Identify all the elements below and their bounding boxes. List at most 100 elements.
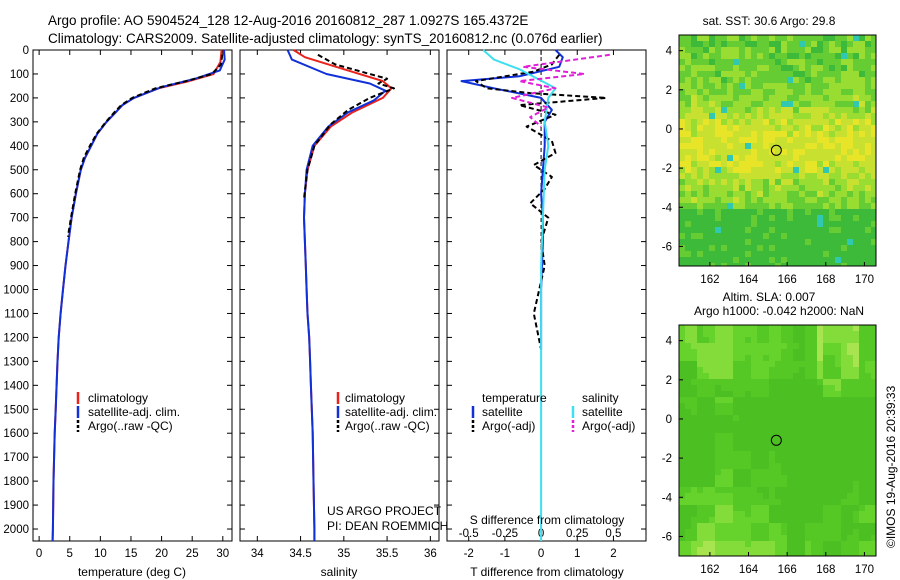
heatmap-cell [781,119,787,125]
heatmap-cell [709,517,715,523]
heatmap-cell [751,553,757,556]
depth-tick-label: 700 [10,213,29,225]
heatmap-cell [811,113,817,119]
heatmap-cell [841,185,847,191]
heatmap-cell [775,457,781,463]
heatmap-cell [811,337,817,343]
heatmap-cell [727,517,733,523]
heatmap-cell [703,95,709,101]
heatmap-cell [679,481,685,487]
heatmap-cell [775,77,781,83]
heatmap-cell [703,415,709,421]
heatmap-cell [841,463,847,469]
heatmap-cell [703,113,709,119]
heatmap-cell [787,385,793,391]
heatmap-cell [727,239,733,245]
heatmap-cell [793,71,799,77]
heatmap-cell [727,59,733,65]
heatmap-cell [709,53,715,59]
heatmap-cell [841,173,847,179]
heatmap-cell [805,463,811,469]
heatmap-cell [805,337,811,343]
lat-tick-label: 2 [666,85,672,97]
heatmap-cell [871,173,876,179]
heatmap-cell [799,499,805,505]
heatmap-cell [775,131,781,137]
heatmap-cell [841,415,847,421]
heatmap-cell [679,173,685,179]
heatmap-cell [811,221,817,227]
heatmap-cell [799,197,805,203]
heatmap-cell [757,143,763,149]
heatmap-cell [733,131,739,137]
heatmap-cell [871,553,876,556]
heatmap-cell [733,325,739,331]
heatmap-cell [745,463,751,469]
s-diff-tick-label: -0.5 [459,528,479,540]
heatmap-cell [727,355,733,361]
heatmap-cell [799,367,805,373]
heatmap-cell [847,535,853,541]
heatmap-cell [781,445,787,451]
heatmap-cell [823,511,829,517]
heatmap-cell [847,373,853,379]
heatmap-cell [781,469,787,475]
heatmap-cell [811,397,817,403]
heatmap-cell [805,53,811,59]
heatmap-cell [823,119,829,125]
heatmap-cell [751,119,757,125]
heatmap-cell [823,197,829,203]
heatmap-cell [739,53,745,59]
heatmap-cell [817,47,823,53]
heatmap-cell [865,451,871,457]
heatmap-cell [853,517,859,523]
heatmap-cell [871,71,876,77]
heatmap-cell [793,439,799,445]
heatmap-cell [847,505,853,511]
heatmap-cell [847,385,853,391]
lat-tick-label: 2 [666,375,672,387]
heatmap-cell [829,209,835,215]
heatmap-cell [679,119,685,125]
heatmap-cell [823,409,829,415]
heatmap-cell [835,245,841,251]
heatmap-cell [829,349,835,355]
heatmap-cell [691,41,697,47]
heatmap-cell [721,427,727,433]
heatmap-cell [865,203,871,209]
heatmap-cell [781,541,787,547]
heatmap-cell [787,463,793,469]
heatmap-cell [715,191,721,197]
heatmap-cell [823,415,829,421]
heatmap-cell [739,517,745,523]
heatmap-cell [811,403,817,409]
heatmap-cell [787,535,793,541]
heatmap-cell [775,325,781,331]
heatmap-cell [865,499,871,505]
heatmap-cell [853,167,859,173]
heatmap-cell [787,391,793,397]
heatmap-cell [787,167,793,173]
heatmap-cell [793,65,799,71]
heatmap-cell [715,221,721,227]
heatmap-cell [817,221,823,227]
heatmap-cell [799,415,805,421]
heatmap-cell [679,427,685,433]
heatmap-cell [775,83,781,89]
heatmap-cell [835,221,841,227]
heatmap-cell [871,125,876,131]
heatmap-cell [697,161,703,167]
heatmap-cell [697,41,703,47]
heatmap-cell [829,155,835,161]
heatmap-cell [727,427,733,433]
heatmap-cell [859,469,865,475]
x-tick-label: 10 [94,548,107,560]
salinity-series [286,49,395,541]
heatmap-cell [829,451,835,457]
heatmap-cell [865,547,871,553]
heatmap-cell [871,167,876,173]
heatmap-cell [769,221,775,227]
heatmap-cell [733,191,739,197]
heatmap-cell [787,185,793,191]
heatmap-cell [811,71,817,77]
